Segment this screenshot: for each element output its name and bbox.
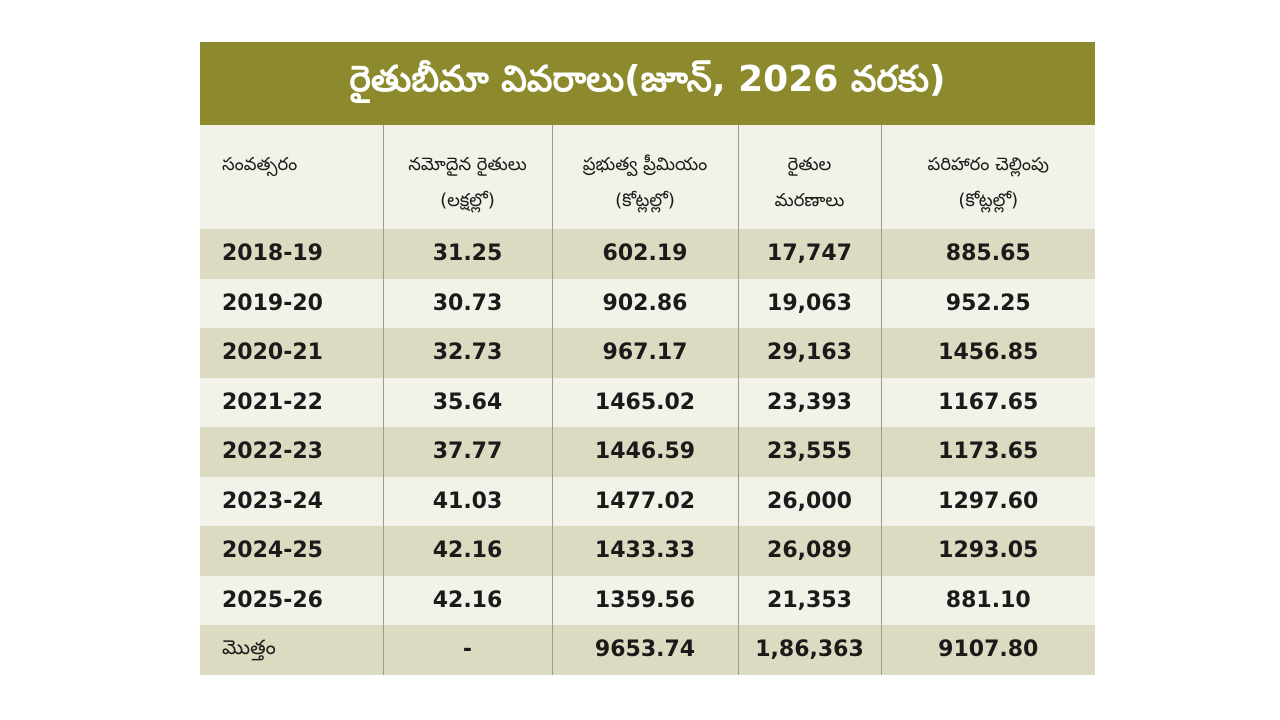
cell-deaths: 21,353 xyxy=(737,575,881,625)
cell-deaths: 23,555 xyxy=(737,427,881,477)
cell-compensation: 1456.85 xyxy=(880,328,1095,378)
header-farmer-deaths: రైతుల మరణాలు xyxy=(737,125,881,229)
total-label: మొత్తం xyxy=(222,635,276,660)
table-row: 2022-23 37.77 1446.59 23,555 1173.65 xyxy=(200,427,1095,477)
cell-registered: 41.03 xyxy=(382,476,552,526)
cell-registered: 30.73 xyxy=(382,278,552,328)
total-compensation: 9107.80 xyxy=(880,625,1095,675)
table-row: 2025-26 42.16 1359.56 21,353 881.10 xyxy=(200,575,1095,625)
table-row: 2023-24 41.03 1477.02 26,000 1297.60 xyxy=(200,476,1095,526)
cell-registered: 31.25 xyxy=(382,229,552,279)
header-compensation-paid: పరిహారం చెల్లింపు (కోట్లల్లో) xyxy=(880,125,1095,229)
cell-year: 2022-23 xyxy=(222,439,323,465)
cell-compensation: 1297.60 xyxy=(880,476,1095,526)
rythu-bima-table-card: రైతుబీమా వివరాలు(జూన్, 2026 వరకు) సంవత్స… xyxy=(200,42,1095,675)
cell-registered: 32.73 xyxy=(382,328,552,378)
table-row: 2020-21 32.73 967.17 29,163 1456.85 xyxy=(200,328,1095,378)
cell-deaths: 26,000 xyxy=(737,476,881,526)
table-row: 2021-22 35.64 1465.02 23,393 1167.65 xyxy=(200,377,1095,427)
cell-premium: 1477.02 xyxy=(551,476,738,526)
table-row: 2024-25 42.16 1433.33 26,089 1293.05 xyxy=(200,526,1095,576)
cell-deaths: 19,063 xyxy=(737,278,881,328)
cell-deaths: 29,163 xyxy=(737,328,881,378)
cell-year: 2020-21 xyxy=(222,340,323,366)
cell-registered: 35.64 xyxy=(382,377,552,427)
cell-deaths: 23,393 xyxy=(737,377,881,427)
cell-premium: 967.17 xyxy=(551,328,738,378)
cell-premium: 902.86 xyxy=(551,278,738,328)
total-row: మొత్తం - 9653.74 1,86,363 9107.80 xyxy=(200,625,1095,675)
header-row: సంవత్సరం నమోదైన రైతులు (లక్షల్లో) ప్రభుత్… xyxy=(200,125,1095,229)
cell-registered: 42.16 xyxy=(382,526,552,576)
cell-registered: 42.16 xyxy=(382,575,552,625)
cell-registered: 37.77 xyxy=(382,427,552,477)
cell-compensation: 952.25 xyxy=(880,278,1095,328)
rythu-bima-table: సంవత్సరం నమోదైన రైతులు (లక్షల్లో) ప్రభుత్… xyxy=(200,125,1095,675)
cell-year: 2025-26 xyxy=(222,587,323,613)
cell-compensation: 1293.05 xyxy=(880,526,1095,576)
total-deaths: 1,86,363 xyxy=(737,625,881,675)
table-title: రైతుబీమా వివరాలు(జూన్, 2026 వరకు) xyxy=(200,42,1095,125)
cell-compensation: 1167.65 xyxy=(880,377,1095,427)
cell-year: 2023-24 xyxy=(222,488,323,514)
cell-year: 2018-19 xyxy=(222,241,323,267)
cell-compensation: 885.65 xyxy=(880,229,1095,279)
cell-premium: 1359.56 xyxy=(551,575,738,625)
header-govt-premium: ప్రభుత్వ ప్రీమియం (కోట్లల్లో) xyxy=(551,125,738,229)
cell-premium: 1433.33 xyxy=(551,526,738,576)
header-registered-farmers: నమోదైన రైతులు (లక్షల్లో) xyxy=(382,125,552,229)
cell-year: 2021-22 xyxy=(222,389,323,415)
cell-premium: 1465.02 xyxy=(551,377,738,427)
cell-year: 2019-20 xyxy=(222,290,323,316)
table-row: 2018-19 31.25 602.19 17,747 885.65 xyxy=(200,229,1095,279)
cell-year: 2024-25 xyxy=(222,538,323,564)
header-year: సంవత్సరం xyxy=(222,154,298,175)
total-registered: - xyxy=(382,625,552,675)
table-row: 2019-20 30.73 902.86 19,063 952.25 xyxy=(200,278,1095,328)
cell-premium: 602.19 xyxy=(551,229,738,279)
cell-deaths: 17,747 xyxy=(737,229,881,279)
cell-compensation: 1173.65 xyxy=(880,427,1095,477)
cell-premium: 1446.59 xyxy=(551,427,738,477)
cell-deaths: 26,089 xyxy=(737,526,881,576)
total-premium: 9653.74 xyxy=(551,625,738,675)
cell-compensation: 881.10 xyxy=(880,575,1095,625)
